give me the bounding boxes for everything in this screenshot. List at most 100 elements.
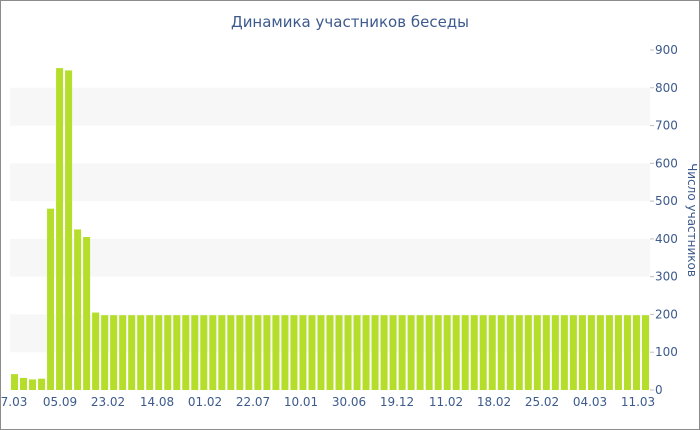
y-tick-label: 900 [655,43,678,57]
bar[interactable] [353,315,361,390]
y-axis-title: Число участников [685,163,699,277]
y-tick-label: 400 [655,232,678,246]
bar[interactable] [83,237,91,390]
bar[interactable] [155,315,163,390]
x-tick-label: 04.03 [573,395,607,409]
bar[interactable] [218,315,226,390]
bar[interactable] [515,315,523,390]
bar[interactable] [587,315,595,390]
bar[interactable] [200,315,208,390]
bar[interactable] [614,315,622,390]
bar[interactable] [245,315,253,390]
bar[interactable] [605,315,613,390]
grid-band [10,87,650,126]
bar[interactable] [38,378,46,390]
bar[interactable] [56,68,64,390]
bar[interactable] [29,379,37,390]
bar[interactable] [551,315,559,390]
bar[interactable] [254,315,262,390]
bar[interactable] [317,315,325,390]
bar[interactable] [299,315,307,390]
bar[interactable] [479,315,487,390]
bar[interactable] [146,315,154,390]
x-tick-label: 11.03 [621,395,655,409]
chart-title: Динамика участников беседы [230,13,470,31]
x-tick-label: 11.02 [429,395,463,409]
bar[interactable] [569,315,577,390]
x-axis-ticks: 7.03 05.09 23.02 14.08 01.02 22.07 10.01 30.06 1… [1,395,656,409]
x-tick-label: 19.12 [380,395,414,409]
x-tick-label: 14.08 [140,395,174,409]
bar[interactable] [47,208,55,390]
bar[interactable] [398,315,406,390]
y-tick-label: 300 [655,270,678,284]
bar[interactable] [164,315,172,390]
bar[interactable] [173,315,181,390]
bar[interactable] [137,315,145,390]
bar[interactable] [308,315,316,390]
bar[interactable] [191,315,199,390]
bar[interactable] [362,315,370,390]
bar[interactable] [443,315,451,390]
x-tick-label: 25.02 [525,395,559,409]
bar[interactable] [407,315,415,390]
bar[interactable] [434,315,442,390]
bar[interactable] [335,315,343,390]
bar[interactable] [92,312,100,390]
y-tick-label: 100 [655,345,678,359]
bar[interactable] [623,315,631,390]
grid-band [10,238,650,277]
bar[interactable] [632,315,640,390]
bar[interactable] [272,315,280,390]
x-tick-label: 23.02 [91,395,125,409]
bar[interactable] [641,315,649,390]
bar[interactable] [344,315,352,390]
bar[interactable] [326,315,334,390]
bar[interactable] [524,315,532,390]
bar[interactable] [488,315,496,390]
bar[interactable] [74,229,82,390]
y-axis-ticks: 0 100 200 300 400 500 600 700 800 900 [650,43,678,397]
bar[interactable] [290,315,298,390]
bar[interactable] [596,315,604,390]
bar[interactable] [497,315,505,390]
y-tick-label: 0 [655,383,663,397]
bar[interactable] [128,315,136,390]
bar[interactable] [425,315,433,390]
x-tick-label: 18.02 [477,395,511,409]
bar[interactable] [452,315,460,390]
bar[interactable] [560,315,568,390]
bar[interactable] [281,315,289,390]
bar[interactable] [380,315,388,390]
y-tick-label: 200 [655,307,678,321]
bar[interactable] [209,315,217,390]
bar[interactable] [470,315,478,390]
bar[interactable] [506,315,514,390]
x-tick-label: 05.09 [43,395,77,409]
bar[interactable] [20,377,28,390]
bar[interactable] [461,315,469,390]
grid-band [10,163,650,202]
bar[interactable] [578,315,586,390]
x-tick-label: 22.07 [236,395,270,409]
grid-bands [10,87,650,353]
bar[interactable] [263,315,271,390]
x-tick-label: 7.03 [1,395,28,409]
bar[interactable] [227,315,235,390]
bar[interactable] [65,70,73,391]
bar[interactable] [101,315,109,390]
bar[interactable] [371,315,379,390]
bar[interactable] [533,315,541,390]
x-tick-label: 30.06 [332,395,366,409]
bar[interactable] [542,315,550,390]
bar[interactable] [182,315,190,390]
y-tick-label: 500 [655,194,678,208]
bar[interactable] [236,315,244,390]
y-tick-label: 800 [655,81,678,95]
bar[interactable] [110,315,118,390]
bar[interactable] [389,315,397,390]
bar[interactable] [416,315,424,390]
bar[interactable] [11,374,19,390]
bar[interactable] [119,315,127,390]
